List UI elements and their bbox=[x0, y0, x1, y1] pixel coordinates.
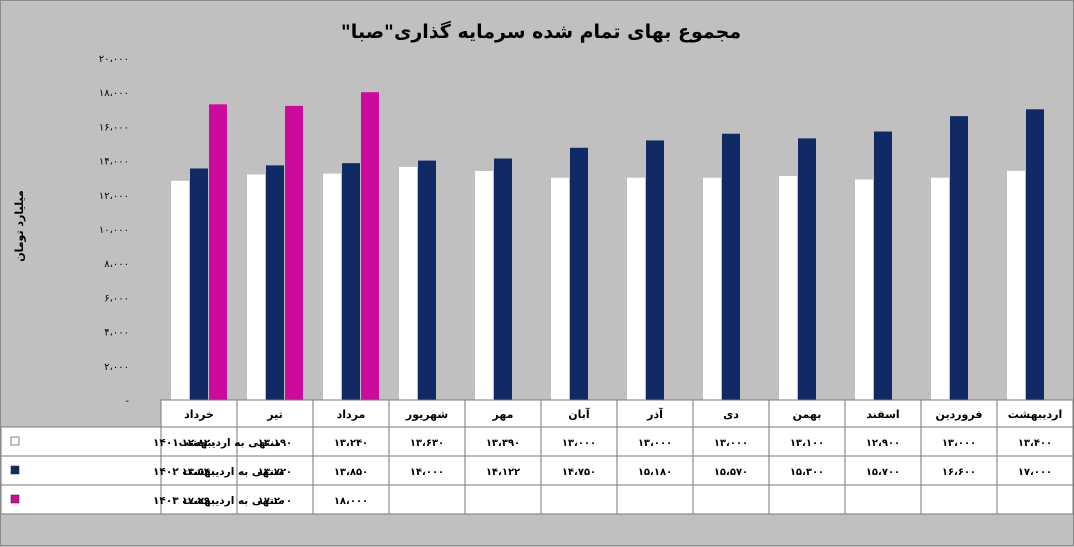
bar bbox=[418, 160, 436, 400]
y-tick-label: ۱۰،۰۰۰ bbox=[99, 225, 129, 236]
data-label: ۱۳،۸۵۰ bbox=[334, 467, 368, 478]
data-label: ۱۵،۵۷۰ bbox=[714, 467, 748, 478]
data-table: خرداد تیر مرداد شهریور مهر آبان آذر دی بهمن اسفند… bbox=[1, 399, 1074, 515]
data-label: ۱۳،۷۲۰ bbox=[258, 467, 292, 478]
x-tick-label: شهریور bbox=[405, 408, 448, 421]
data-label: ۱۳،۰۰۰ bbox=[638, 438, 672, 449]
x-tick-label: مرداد bbox=[337, 408, 366, 421]
data-label: ۱۷،۲۰۰ bbox=[258, 496, 292, 507]
y-tick-label: ۴،۰۰۰ bbox=[104, 328, 129, 339]
y-tick-label: ۸،۰۰۰ bbox=[104, 259, 129, 270]
x-tick-label: دی bbox=[723, 408, 739, 421]
data-label: ۱۵،۱۸۰ bbox=[638, 467, 672, 478]
y-tick-label: ۲،۰۰۰ bbox=[104, 362, 129, 373]
data-label: ۱۴،۱۲۲ bbox=[486, 467, 520, 478]
x-tick-label: فروردین bbox=[936, 408, 983, 421]
bar bbox=[798, 138, 816, 400]
bar bbox=[209, 104, 227, 400]
y-tick-label: ۶،۰۰۰ bbox=[104, 293, 129, 304]
bar bbox=[361, 92, 379, 400]
bar bbox=[627, 177, 645, 400]
data-label: ۱۴،۷۵۰ bbox=[562, 467, 596, 478]
y-tick-label: ۱۶،۰۰۰ bbox=[99, 122, 129, 133]
bar bbox=[1026, 109, 1044, 401]
bar bbox=[171, 180, 189, 400]
bar bbox=[931, 177, 949, 400]
legend-swatch bbox=[10, 465, 20, 475]
data-label: ۱۴،۰۰۰ bbox=[410, 467, 444, 478]
legend-swatch bbox=[10, 494, 20, 504]
data-label: ۱۸،۰۰۰ bbox=[334, 496, 368, 507]
data-label: ۱۳،۳۹۰ bbox=[486, 438, 520, 449]
legend-label: منتهی به اردیبهشت ۱۴۰۳ bbox=[153, 495, 285, 507]
bar bbox=[570, 147, 588, 400]
bars bbox=[171, 92, 1044, 401]
bar bbox=[551, 177, 569, 400]
bar bbox=[779, 175, 797, 400]
data-label: ۱۳،۴۰۰ bbox=[1018, 438, 1052, 449]
x-tick-label: خرداد bbox=[184, 408, 214, 421]
bar bbox=[494, 158, 512, 400]
x-tick-label: بهمن bbox=[793, 408, 822, 421]
bar bbox=[247, 174, 265, 400]
y-tick-label: ۱۲،۰۰۰ bbox=[99, 191, 129, 202]
bar bbox=[1007, 170, 1025, 400]
x-tick-label: اردیبهشت bbox=[1008, 408, 1062, 421]
y-tick-label: - bbox=[125, 396, 129, 407]
table-label-column bbox=[1, 426, 162, 515]
bar bbox=[190, 168, 208, 400]
data-label: ۱۳،۱۹۰ bbox=[258, 438, 292, 449]
data-label: ۱۳،۲۴۰ bbox=[334, 438, 368, 449]
chart-title: مجموع بهای تمام شده سرمایه گذاری"صبا" bbox=[341, 20, 741, 43]
legend-label: منتهی به اردیبهشت ۱۴۰۲ bbox=[153, 466, 285, 478]
x-tick-label: اسفند bbox=[866, 408, 899, 421]
y-axis-label: میلیارد تومان bbox=[13, 190, 26, 262]
x-tick-label: مهر bbox=[492, 408, 514, 421]
y-axis-ticks: - ۲،۰۰۰ ۴،۰۰۰ ۶،۰۰۰ ۸،۰۰۰ ۱۰،۰۰۰ ۱۲،۰۰۰ ۱۴،۰۰۰ ۱… bbox=[99, 54, 129, 407]
x-tick-label: تیر bbox=[266, 408, 282, 421]
bar bbox=[703, 177, 721, 400]
data-label: ۱۲،۹۰۰ bbox=[866, 438, 900, 449]
x-tick-label: آذر bbox=[646, 407, 663, 421]
x-tick-label: آبان bbox=[568, 407, 590, 421]
bar bbox=[475, 171, 493, 400]
y-tick-label: ۲۰،۰۰۰ bbox=[99, 54, 129, 65]
data-label: ۱۶،۶۰۰ bbox=[942, 467, 976, 478]
data-label: ۱۷،۲۹۰ bbox=[182, 496, 216, 507]
data-label: ۱۳،۵۴۰ bbox=[182, 467, 216, 478]
bar bbox=[266, 165, 284, 400]
bar bbox=[342, 163, 360, 400]
legend-swatch bbox=[10, 436, 20, 446]
bar bbox=[399, 166, 417, 400]
bar bbox=[874, 131, 892, 400]
data-label: ۱۳،۶۳۰ bbox=[410, 438, 444, 449]
data-label: ۱۷،۰۰۰ bbox=[1018, 467, 1052, 478]
data-label: ۱۳،۰۰۰ bbox=[714, 438, 748, 449]
bar bbox=[855, 179, 873, 400]
data-label: ۱۲،۸۲۰ bbox=[182, 438, 216, 449]
y-tick-label: ۱۴،۰۰۰ bbox=[99, 157, 129, 168]
bar bbox=[646, 140, 664, 400]
bar bbox=[285, 105, 303, 400]
data-label: ۱۵،۷۰۰ bbox=[866, 467, 900, 478]
data-label: ۱۳،۰۰۰ bbox=[942, 438, 976, 449]
legend-label: منتهی به اردیبهشت۱۴۰۱ bbox=[153, 437, 281, 449]
data-label: ۱۳،۱۰۰ bbox=[790, 438, 824, 449]
bar bbox=[323, 173, 341, 400]
y-tick-label: ۱۸،۰۰۰ bbox=[99, 88, 129, 99]
bar bbox=[722, 133, 740, 401]
data-label: ۱۳،۰۰۰ bbox=[562, 438, 596, 449]
bar bbox=[950, 116, 968, 400]
data-label: ۱۵،۳۰۰ bbox=[790, 467, 824, 478]
